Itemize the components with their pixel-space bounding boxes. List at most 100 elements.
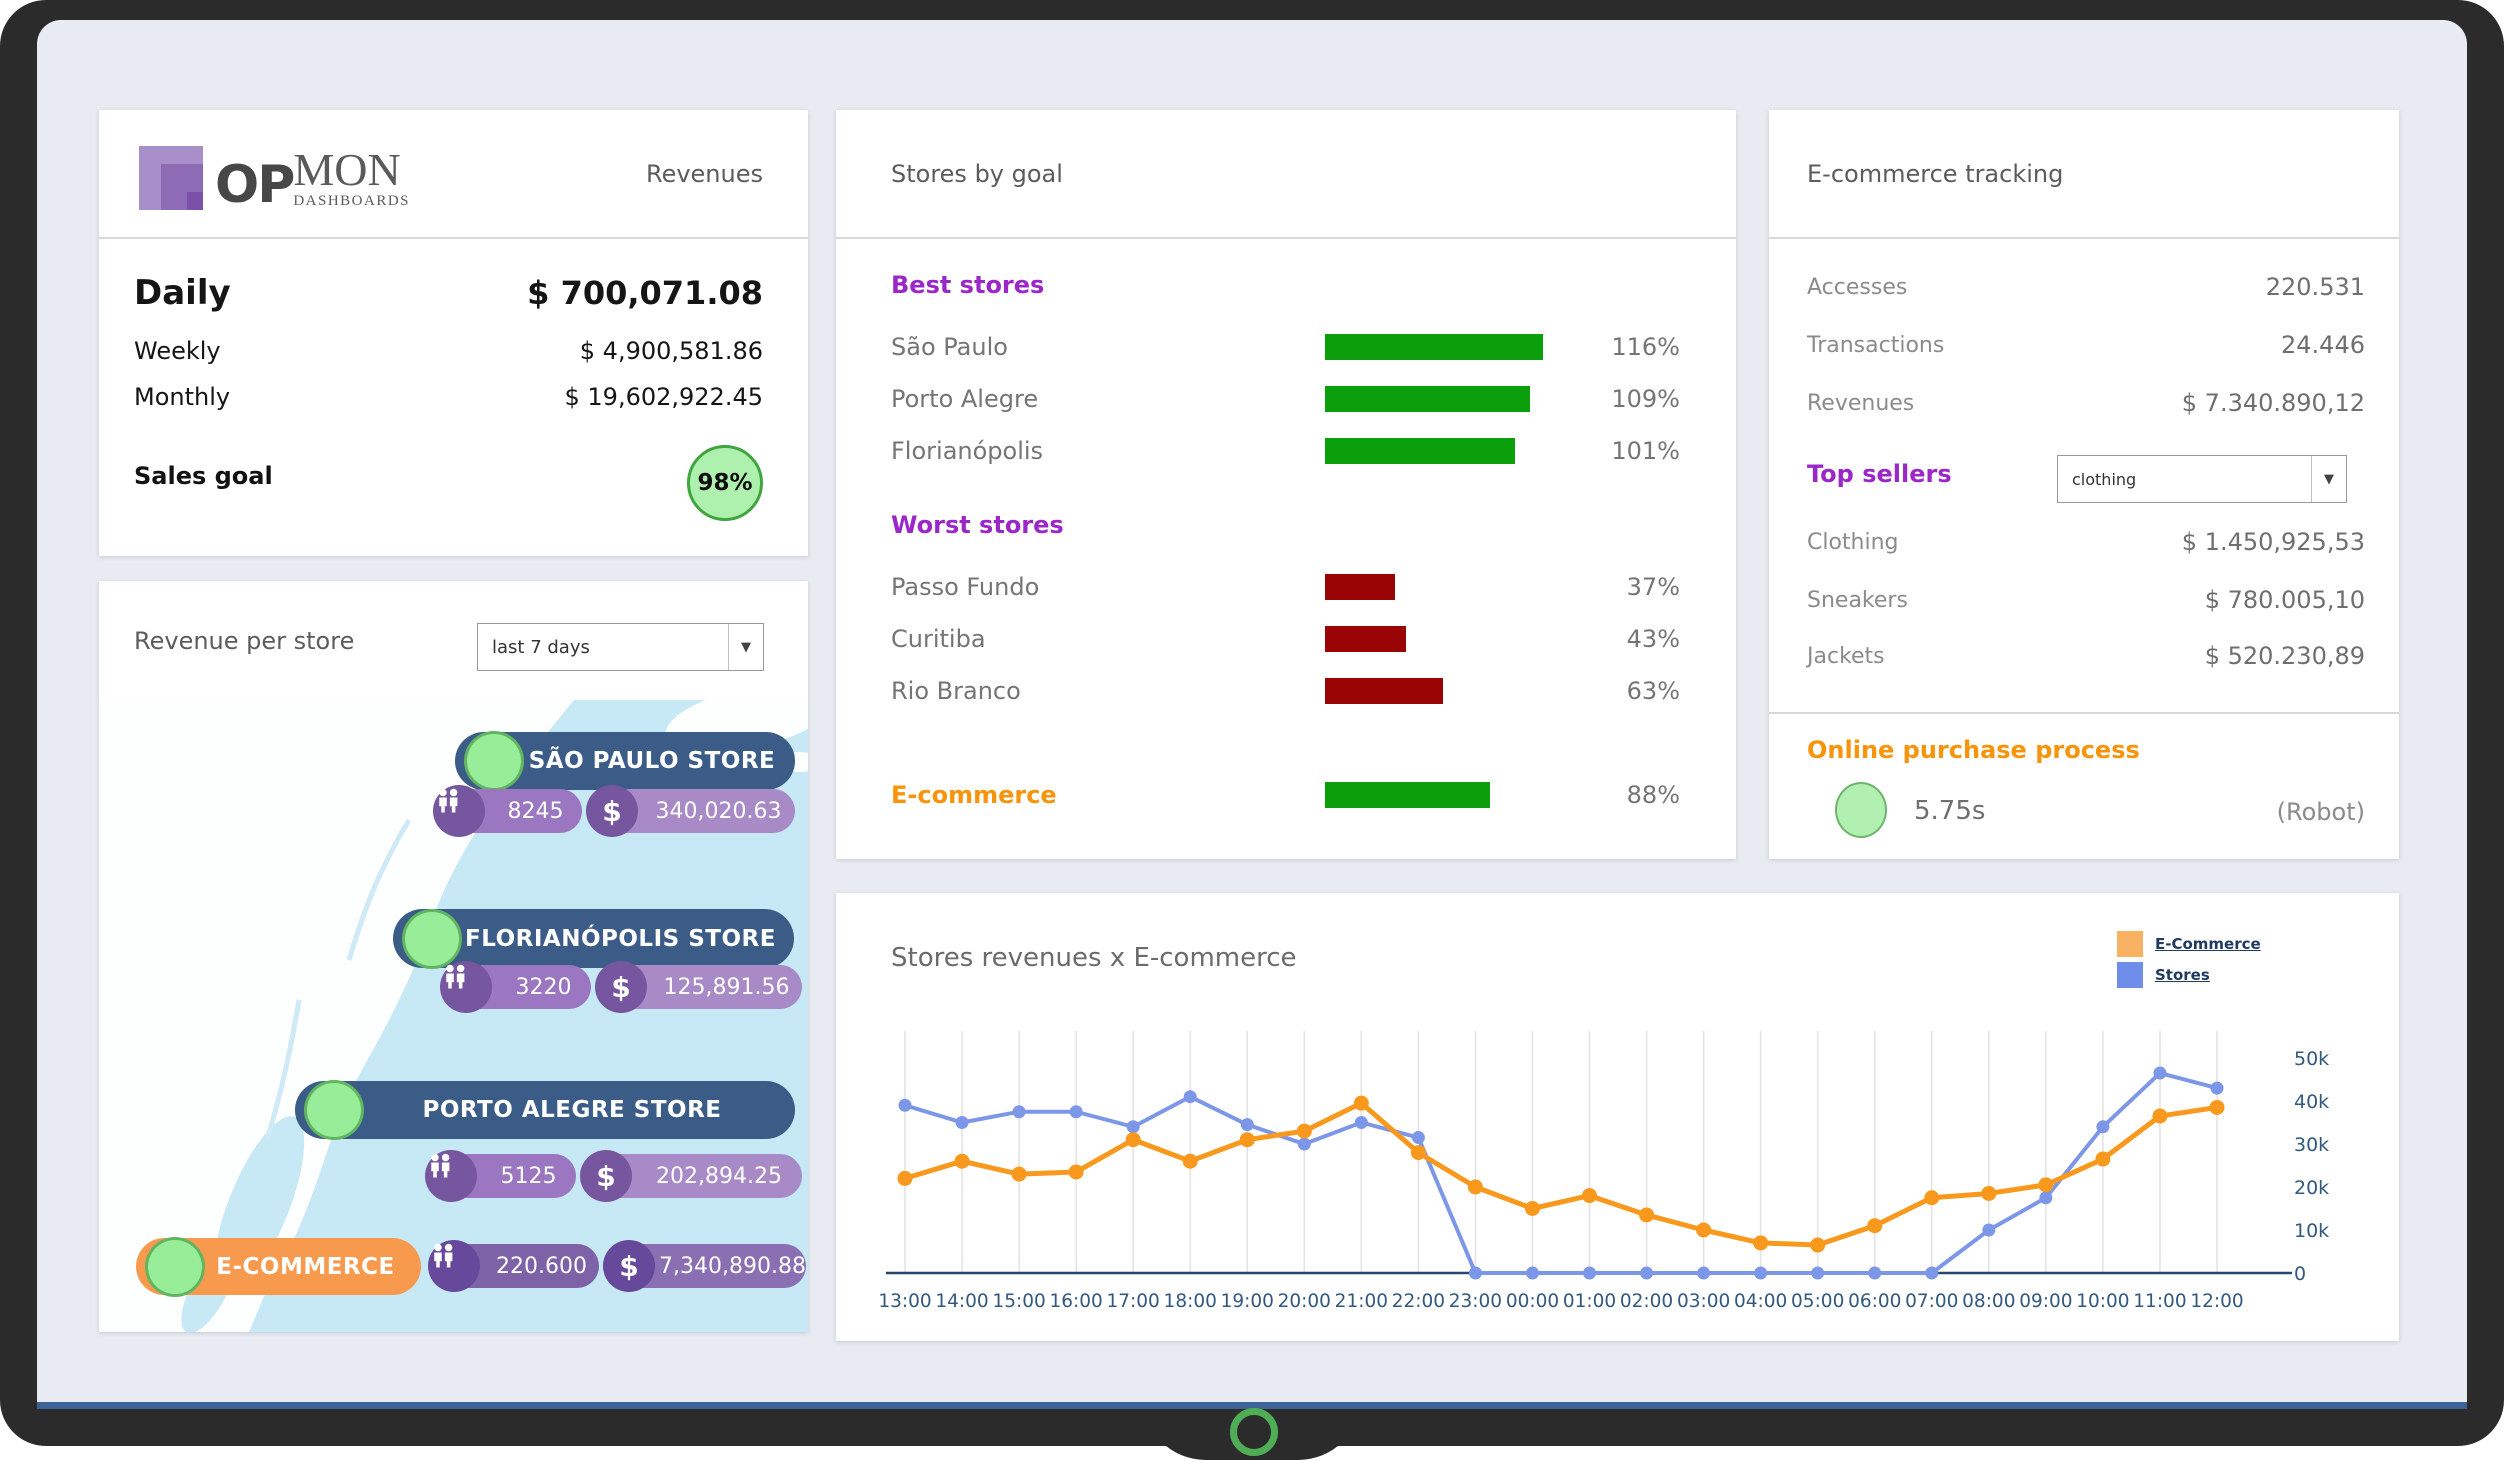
dollar-icon: $ xyxy=(580,1150,632,1202)
revenues-row: Revenues $ 7.340.890,12 xyxy=(1807,374,2365,432)
goal-store-label: Rio Branco xyxy=(891,677,1021,705)
period-select[interactable]: last 7 days ▼ xyxy=(477,623,764,671)
monthly-label: Monthly xyxy=(134,383,231,411)
logo-text-op: OP xyxy=(215,155,295,216)
weekly-revenue-row: Weekly $ 4,900,581.86 xyxy=(134,334,763,368)
goal-bar xyxy=(1325,386,1530,412)
goal-percent: 37% xyxy=(1626,573,1680,601)
revenue-per-store-header: Revenue per store last 7 days ▼ xyxy=(99,581,808,700)
store-revenue: 125,891.56 xyxy=(621,965,802,1009)
people-icon xyxy=(440,961,492,1013)
top-sellers-select[interactable]: clothing ▼ xyxy=(2057,455,2347,503)
goal-bar xyxy=(1325,678,1443,704)
store-stats: 5125 $ 202,894.25 xyxy=(425,1150,802,1202)
transactions-value: 24.446 xyxy=(2281,331,2365,359)
store-name: E-COMMERCE xyxy=(216,1253,395,1280)
x-tick-label: 15:00 xyxy=(992,1291,1045,1312)
people-icon xyxy=(428,1240,480,1292)
x-tick-label: 09:00 xyxy=(2019,1291,2072,1312)
revenue-per-store-panel: Revenue per store last 7 days ▼ SÃO PAUL… xyxy=(99,581,808,1332)
store-status-dot xyxy=(402,908,462,969)
x-tick-label: 01:00 xyxy=(1563,1291,1616,1312)
store-stats: 3220 $ 125,891.56 xyxy=(440,961,802,1013)
store-status-dot xyxy=(145,1236,205,1297)
goal-store-label: Porto Alegre xyxy=(891,385,1039,413)
stores-point xyxy=(1868,1266,1882,1280)
store-status-dot xyxy=(464,731,524,791)
power-indicator-icon xyxy=(1230,1408,1278,1456)
legend-swatch xyxy=(2117,931,2143,957)
panel-title-ecommerce-tracking: E-commerce tracking xyxy=(1807,159,2064,188)
stores-point xyxy=(1697,1266,1711,1280)
goal-store-label: São Paulo xyxy=(891,333,1008,361)
clothing-value: $ 1.450,925,53 xyxy=(2181,528,2365,556)
e-commerce-point xyxy=(1981,1185,1997,1201)
store-stats: 220.600 $ 7,340,890.88 xyxy=(428,1240,806,1292)
store-badge[interactable]: SÃO PAULO STORE xyxy=(455,731,795,791)
goal-store-label: Passo Fundo xyxy=(891,573,1040,601)
e-commerce-point xyxy=(1410,1145,1426,1161)
screen-bottom-bar xyxy=(37,1402,2467,1409)
e-commerce-point xyxy=(1296,1123,1312,1139)
stores-point xyxy=(1354,1116,1368,1129)
ecommerce-tracking-header: E-commerce tracking xyxy=(1769,110,2399,239)
store-name: FLORIANÓPOLIS STORE xyxy=(465,925,776,952)
goal-bar-track xyxy=(1325,386,1565,412)
e-commerce-point xyxy=(1011,1166,1027,1182)
store-badge[interactable]: E-COMMERCE xyxy=(136,1236,421,1297)
clothing-label: Clothing xyxy=(1807,529,1899,555)
e-commerce-point xyxy=(1125,1132,1141,1148)
stores-point xyxy=(898,1098,912,1112)
stores-point xyxy=(1297,1137,1311,1151)
dollar-icon: $ xyxy=(595,961,647,1013)
stores-line xyxy=(904,1071,2218,1275)
x-tick-label: 20:00 xyxy=(1278,1291,1331,1312)
legend-item[interactable]: E-Commerce xyxy=(2117,931,2261,957)
e-commerce-point xyxy=(1582,1188,1598,1204)
x-tick-label: 08:00 xyxy=(1962,1291,2015,1312)
y-tick-label: 20k xyxy=(2294,1177,2329,1199)
x-tick-label: 22:00 xyxy=(1392,1291,1445,1312)
e-commerce-point xyxy=(2209,1099,2225,1115)
monthly-revenue-row: Monthly $ 19,602,922.45 xyxy=(134,380,763,414)
sneakers-value: $ 780.005,10 xyxy=(2204,586,2365,614)
store-badge[interactable]: PORTO ALEGRE STORE xyxy=(295,1080,795,1140)
store-badge[interactable]: FLORIANÓPOLIS STORE xyxy=(393,908,794,969)
dollar-icon: $ xyxy=(603,1240,655,1292)
stores-point xyxy=(2096,1120,2110,1134)
x-tick-label: 05:00 xyxy=(1791,1291,1844,1312)
goal-row: Passo Fundo 37% xyxy=(891,561,1680,613)
e-commerce-point xyxy=(1353,1095,1369,1111)
goal-store-label: Florianópolis xyxy=(891,437,1044,465)
stores-point xyxy=(1126,1120,1140,1134)
goal-percent: 101% xyxy=(1611,437,1680,465)
goal-row: São Paulo 116% xyxy=(891,321,1680,373)
stores-point xyxy=(1468,1266,1482,1280)
accesses-label: Accesses xyxy=(1807,274,1908,300)
x-tick-label: 13:00 xyxy=(878,1291,931,1312)
goal-store-label: Curitiba xyxy=(891,625,986,653)
store-revenue: 340,020.63 xyxy=(612,789,795,833)
store-status-dot xyxy=(304,1080,364,1140)
legend-item[interactable]: Stores xyxy=(2117,962,2261,988)
brazil-south-map: SÃO PAULO STORE 8245 $ 340,020.63 FLORIA… xyxy=(99,700,808,1332)
opmon-logo: OP MON DASHBOARDS xyxy=(139,144,410,216)
stores-point xyxy=(1925,1266,1939,1280)
x-tick-label: 04:00 xyxy=(1734,1291,1787,1312)
x-tick-label: 17:00 xyxy=(1107,1291,1160,1312)
monthly-value: $ 19,602,922.45 xyxy=(564,383,763,411)
stores-point xyxy=(1754,1266,1768,1280)
stores-point xyxy=(1240,1118,1254,1132)
goal-bar-track xyxy=(1325,678,1565,704)
stores-point xyxy=(1012,1105,1026,1119)
purchase-status-dot xyxy=(1835,782,1887,838)
revenues-label: Revenues xyxy=(1807,390,1915,416)
e-commerce-point xyxy=(2038,1177,2054,1193)
revenues-value: $ 7.340.890,12 xyxy=(2181,389,2365,417)
goal-percent: 43% xyxy=(1626,625,1680,653)
e-commerce-line xyxy=(904,1100,2218,1248)
store-stats: 8245 $ 340,020.63 xyxy=(433,785,795,837)
period-select-value: last 7 days xyxy=(492,636,590,658)
stores-point xyxy=(1069,1105,1083,1119)
daily-value: $ 700,071.08 xyxy=(527,274,763,312)
